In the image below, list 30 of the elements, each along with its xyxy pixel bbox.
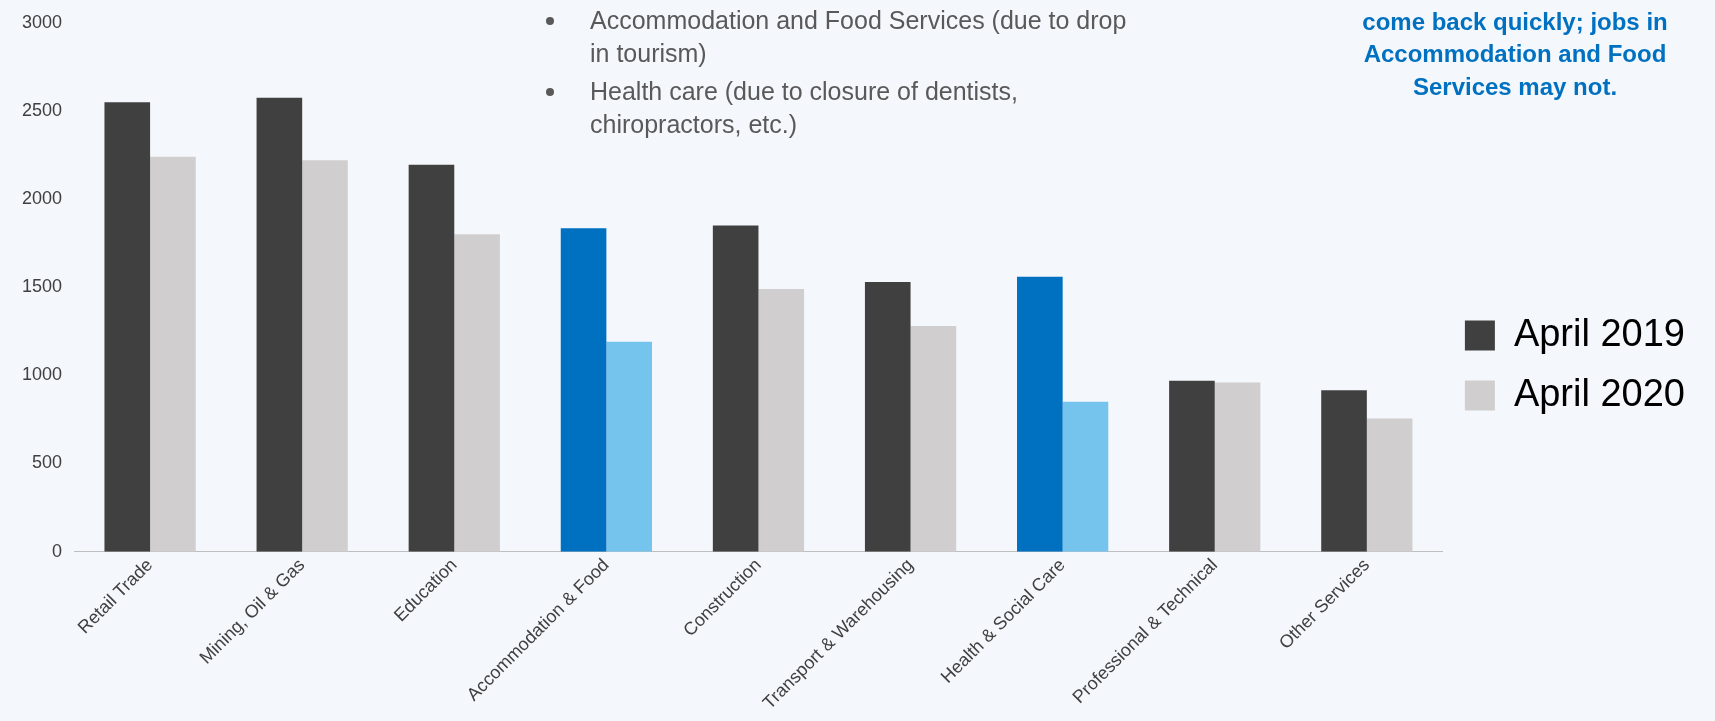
bar (302, 160, 348, 552)
bar (1017, 276, 1063, 552)
bar (910, 326, 957, 552)
bar (1169, 380, 1215, 552)
bar (1214, 382, 1261, 552)
y-tick-label: 3000 (22, 11, 63, 32)
bar (150, 156, 196, 552)
y-tick-label: 500 (32, 452, 63, 473)
annotation: come back quickly; jobs in Accommodation and Food Services may not. (1361, 7, 1669, 102)
y-tick-label: 2500 (22, 99, 63, 120)
y-tick-label: 0 (52, 540, 63, 561)
bar (104, 102, 151, 552)
y-tick-label: 1500 (22, 276, 63, 297)
legend-label: April 2020 (1513, 371, 1686, 414)
bar (758, 288, 805, 552)
bar (1062, 401, 1109, 552)
bar (256, 97, 303, 552)
y-tick-label: 2000 (22, 188, 63, 209)
bar (454, 234, 500, 552)
y-tick-label: 1000 (22, 364, 63, 385)
legend-label: April 2019 (1513, 311, 1686, 354)
bar (864, 281, 911, 552)
annotation: Accommodation and Food Services (due to drop in tourism) (590, 6, 1127, 67)
bar (1366, 418, 1413, 552)
annotation: Health care (due to closure of dentists, chiropractors, etc.) (590, 77, 1019, 138)
bar (408, 164, 455, 552)
bar (712, 225, 759, 552)
bar (560, 228, 607, 552)
bar (1321, 390, 1367, 552)
bar (606, 341, 652, 552)
